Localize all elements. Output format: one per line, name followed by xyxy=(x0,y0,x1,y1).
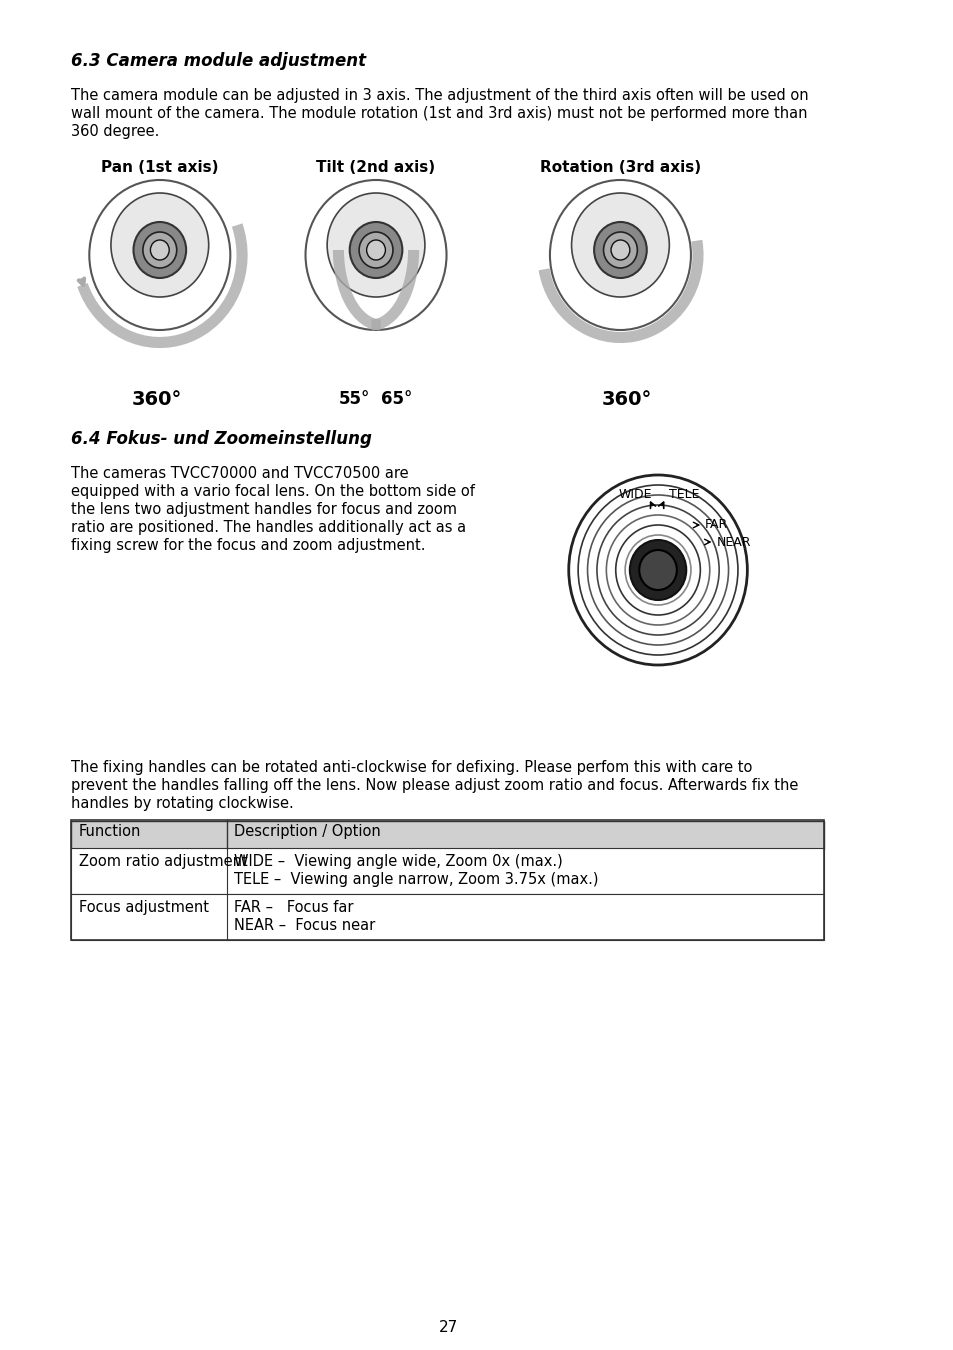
Text: Tilt (2nd axis): Tilt (2nd axis) xyxy=(316,161,436,176)
Circle shape xyxy=(611,240,629,261)
FancyBboxPatch shape xyxy=(71,821,823,849)
Text: fixing screw for the focus and zoom adjustment.: fixing screw for the focus and zoom adju… xyxy=(71,539,425,553)
Circle shape xyxy=(358,232,393,269)
Text: WIDE: WIDE xyxy=(618,489,652,501)
Text: 65°: 65° xyxy=(380,390,412,408)
Text: The fixing handles can be rotated anti-clockwise for defixing. Please perfom thi: The fixing handles can be rotated anti-c… xyxy=(71,760,752,775)
Text: The camera module can be adjusted in 3 axis. The adjustment of the third axis of: The camera module can be adjusted in 3 a… xyxy=(71,88,808,103)
Text: prevent the handles falling off the lens. Now please adjust zoom ratio and focus: prevent the handles falling off the lens… xyxy=(71,778,798,792)
FancyBboxPatch shape xyxy=(71,894,823,940)
Text: The cameras TVCC70000 and TVCC70500 are: The cameras TVCC70000 and TVCC70500 are xyxy=(71,466,409,481)
Circle shape xyxy=(143,232,176,269)
Circle shape xyxy=(366,240,385,261)
Circle shape xyxy=(111,193,209,297)
Circle shape xyxy=(327,193,424,297)
Circle shape xyxy=(571,193,669,297)
Text: Focus adjustment: Focus adjustment xyxy=(79,900,209,915)
Circle shape xyxy=(594,221,646,278)
Circle shape xyxy=(639,549,676,590)
Text: Description / Option: Description / Option xyxy=(233,824,380,838)
Text: Rotation (3rd axis): Rotation (3rd axis) xyxy=(539,161,700,176)
Text: handles by rotating clockwise.: handles by rotating clockwise. xyxy=(71,796,294,811)
Text: NEAR: NEAR xyxy=(716,536,750,548)
Text: 6.3 Camera module adjustment: 6.3 Camera module adjustment xyxy=(71,53,366,70)
Circle shape xyxy=(629,540,685,599)
Circle shape xyxy=(568,475,746,666)
Circle shape xyxy=(133,221,186,278)
Circle shape xyxy=(151,240,169,261)
Text: Function: Function xyxy=(79,824,141,838)
Text: 55°: 55° xyxy=(338,390,370,408)
FancyBboxPatch shape xyxy=(71,848,823,894)
Circle shape xyxy=(603,232,637,269)
Text: 27: 27 xyxy=(438,1320,457,1335)
Text: ratio are positioned. The handles additionally act as a: ratio are positioned. The handles additi… xyxy=(71,520,466,535)
Text: 360°: 360° xyxy=(132,390,182,409)
Text: FAR –   Focus far: FAR – Focus far xyxy=(233,900,354,915)
Text: NEAR –  Focus near: NEAR – Focus near xyxy=(233,918,375,933)
Text: TELE: TELE xyxy=(669,489,700,501)
Text: 360°: 360° xyxy=(601,390,651,409)
Text: the lens two adjustment handles for focus and zoom: the lens two adjustment handles for focu… xyxy=(71,502,457,517)
Text: wall mount of the camera. The module rotation (1st and 3rd axis) must not be per: wall mount of the camera. The module rot… xyxy=(71,107,807,122)
Text: WIDE –  Viewing angle wide, Zoom 0x (max.): WIDE – Viewing angle wide, Zoom 0x (max.… xyxy=(233,855,562,869)
Text: TELE –  Viewing angle narrow, Zoom 3.75x (max.): TELE – Viewing angle narrow, Zoom 3.75x … xyxy=(233,872,598,887)
Text: 360 degree.: 360 degree. xyxy=(71,124,160,139)
Text: equipped with a vario focal lens. On the bottom side of: equipped with a vario focal lens. On the… xyxy=(71,485,475,500)
Text: Pan (1st axis): Pan (1st axis) xyxy=(101,161,218,176)
Text: 6.4 Fokus- und Zoomeinstellung: 6.4 Fokus- und Zoomeinstellung xyxy=(71,431,372,448)
Text: FAR: FAR xyxy=(704,518,727,532)
Circle shape xyxy=(350,221,402,278)
Text: Zoom ratio adjustment: Zoom ratio adjustment xyxy=(79,855,248,869)
